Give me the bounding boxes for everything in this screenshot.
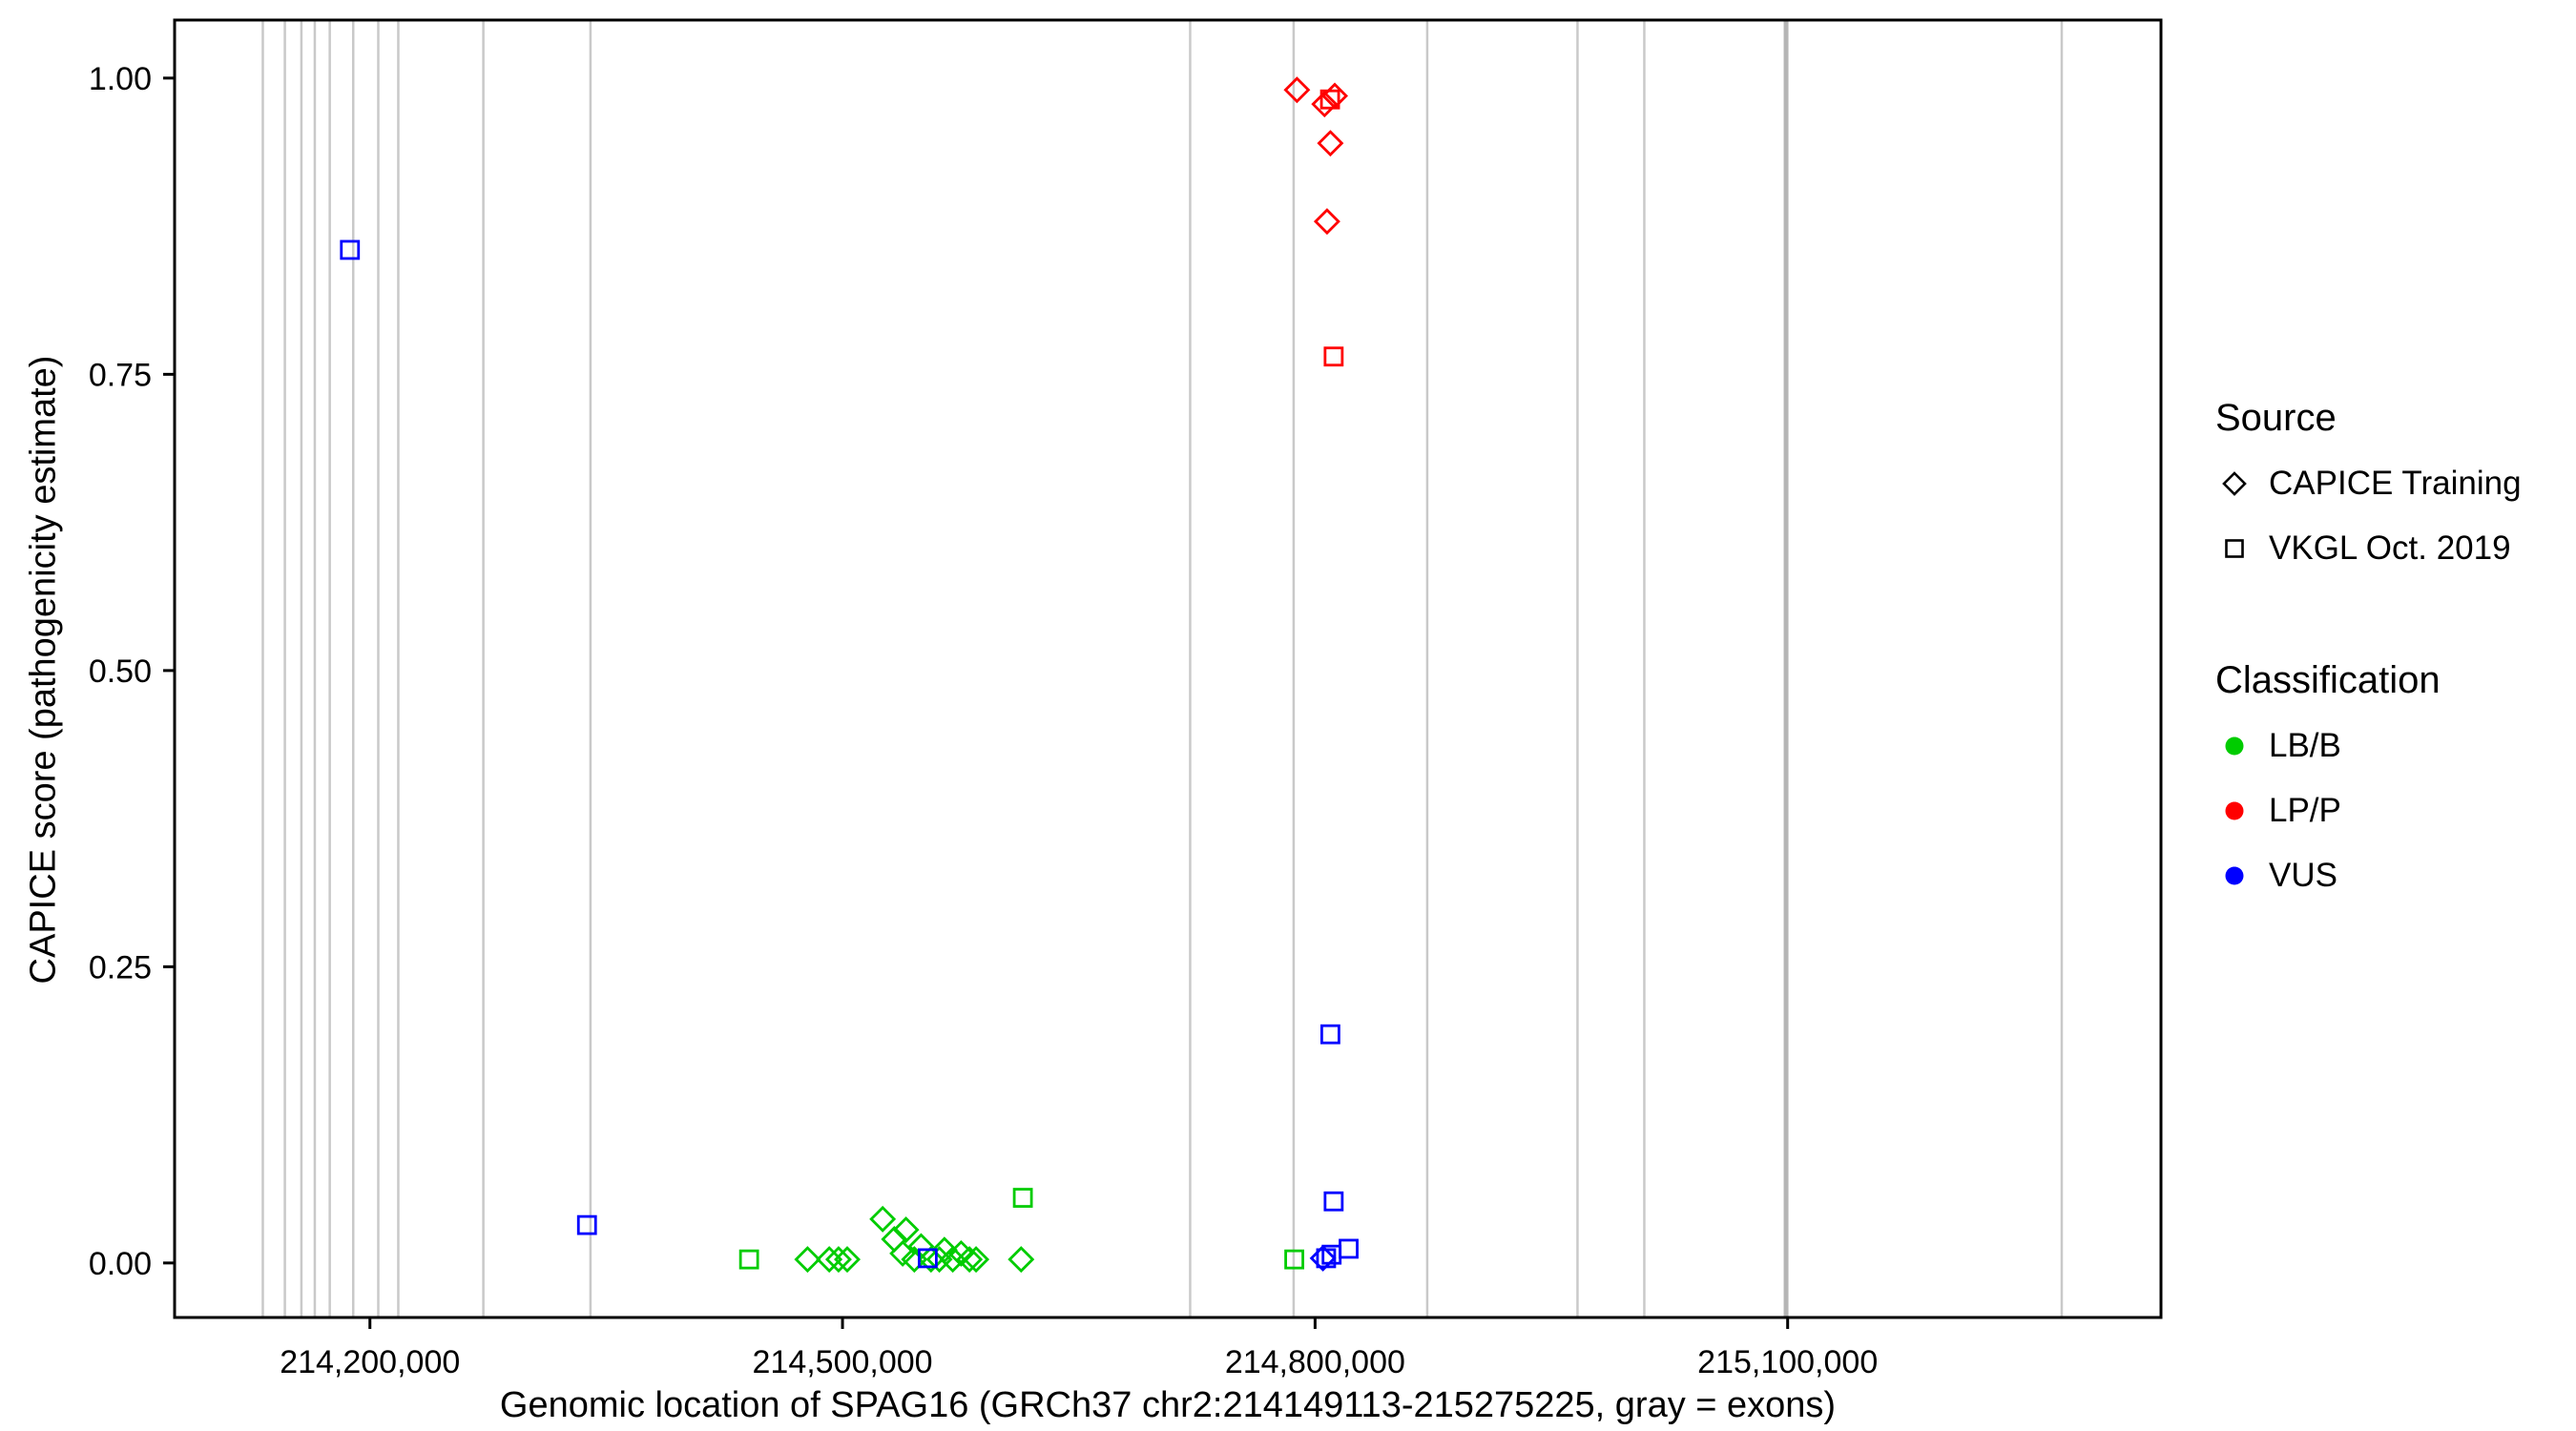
exon-lines [261,20,2064,1317]
point-diamond [1311,91,1339,118]
point-square [1323,346,1344,367]
point-diamond [1309,1244,1337,1272]
point-square [738,1249,759,1270]
diamond-key-icon [2215,465,2254,503]
legend-item-vkgl: VKGL Oct. 2019 [2215,529,2522,568]
point-diamond [956,1246,984,1274]
y-axis-title: CAPICE score (pathogenicity estimate) [23,355,64,985]
circle-key-icon [2215,727,2254,765]
panel-border [173,18,2163,1319]
point-diamond [834,1246,861,1274]
point-square [1012,1188,1033,1208]
square-key-icon [2215,529,2254,568]
point-diamond [824,1246,852,1274]
legend-item-label: VKGL Oct. 2019 [2269,529,2511,567]
circle-key-icon [2215,792,2254,830]
x-tick-label: 215,100,000 [1697,1344,1878,1380]
x-tick-label: 214,500,000 [753,1344,933,1380]
y-tick-label: 0.25 [89,949,152,985]
legend-source-title: Source [2215,397,2337,439]
point-square [576,1214,597,1235]
legend-source: Source CAPICE Training VKGL Oct. 2019 [2215,397,2522,568]
point-square [1319,1024,1340,1045]
x-tick-label: 214,800,000 [1225,1344,1405,1380]
point-square [1323,1191,1344,1212]
y-tick-label: 1.00 [89,61,152,97]
point-diamond [816,1246,843,1274]
point-diamond [1008,1246,1035,1274]
point-square [1319,89,1340,110]
point-square [1284,1249,1304,1270]
point-diamond [963,1246,990,1274]
y-axis: 0.00 0.25 0.50 0.75 1.00 [89,61,175,1282]
point-diamond [1317,130,1344,157]
point-diamond [889,1239,917,1267]
y-tick-label: 0.75 [89,357,152,393]
legend-classification-title: Classification [2215,659,2441,701]
point-diamond [1313,208,1340,236]
x-tick-label: 214,200,000 [280,1344,460,1380]
legend-item-vus: VUS [2215,857,2522,895]
point-square [340,239,361,260]
legend-item-label: CAPICE Training [2269,465,2522,502]
point-diamond [1283,76,1311,104]
point-diamond [892,1216,920,1244]
y-tick-label: 0.50 [89,653,152,690]
data-points [340,76,1359,1274]
legend-item-capice-training: CAPICE Training [2215,465,2522,503]
legend-item-label: LP/P [2269,792,2341,829]
legend-item-lbb: LB/B [2215,727,2522,765]
point-square [1339,1238,1359,1259]
legend-item-lpp: LP/P [2215,792,2522,830]
x-axis-title: Genomic location of SPAG16 (GRCh37 chr2:… [499,1385,1837,1425]
legend: Source CAPICE Training VKGL Oct. 2019 [2215,397,2522,922]
y-tick-label: 0.00 [89,1246,152,1282]
legend-item-label: VUS [2269,857,2337,894]
point-diamond [869,1205,897,1233]
point-diamond [794,1246,821,1274]
legend-classification: Classification LB/B LP/P [2215,659,2522,895]
circle-key-icon [2215,857,2254,895]
legend-item-label: LB/B [2269,727,2341,764]
point-square [917,1248,938,1269]
x-axis: 214,200,000 214,500,000 214,800,000 215,100… [280,1317,1878,1380]
